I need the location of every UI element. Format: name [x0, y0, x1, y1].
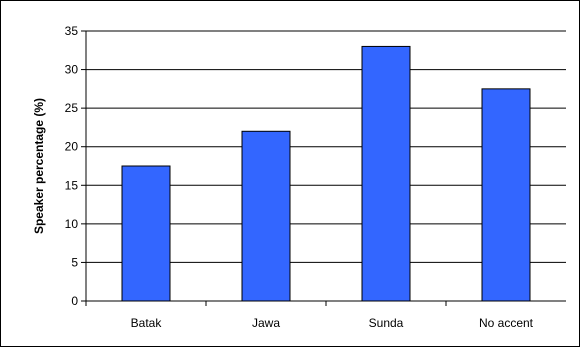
y-tick-label: 5	[71, 255, 78, 269]
bar-no-accent	[481, 88, 531, 302]
x-tick-label: Sunda	[369, 316, 404, 330]
y-axis-label: Speaker percentage (%)	[32, 98, 46, 234]
x-tick-label: Jawa	[252, 316, 280, 330]
x-tick-label: Batak	[131, 316, 163, 330]
bar-batak	[121, 165, 171, 302]
x-tick-label: No accent	[479, 316, 534, 330]
x-tick-labels: Batak Jawa Sunda No accent	[131, 301, 534, 330]
y-tick-labels: 0 5 10 15 20 25 30 35	[65, 24, 86, 308]
y-tick-label: 10	[65, 217, 79, 231]
y-tick-label: 35	[65, 24, 79, 38]
bar-jawa	[241, 130, 291, 302]
axes	[81, 31, 566, 306]
y-tick-label: 0	[71, 294, 78, 308]
y-tick-label: 25	[65, 101, 79, 115]
bar-sunda	[361, 45, 411, 302]
bars	[121, 45, 531, 302]
y-tick-label: 30	[65, 63, 79, 77]
y-tick-label: 15	[65, 178, 79, 192]
y-tick-label: 20	[65, 140, 79, 154]
